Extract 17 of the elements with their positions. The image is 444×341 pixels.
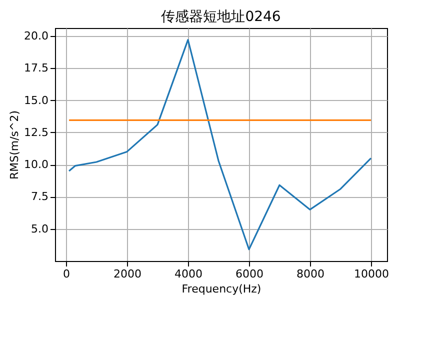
y-tick-label: 7.5 — [31, 190, 48, 204]
x-tick-label: 10000 — [354, 268, 389, 280]
y-tick-label: 20.0 — [24, 29, 48, 42]
y-tick-label: 15.0 — [24, 94, 48, 107]
line-series — [68, 39, 372, 250]
y-tick-label: 12.5 — [24, 126, 48, 139]
y-axis-title: RMS(m/s^2) — [8, 110, 22, 180]
chart-title: 传感器短地址0246 — [161, 9, 281, 25]
x-axis-title: Frequency(Hz) — [182, 282, 262, 296]
y-tick-label: 10.0 — [24, 158, 48, 172]
x-tick-label: 0 — [62, 268, 70, 280]
x-tick-label: 2000 — [113, 268, 142, 280]
x-tick-label: 8000 — [296, 268, 324, 280]
x-tick-label: 6000 — [235, 268, 264, 280]
x-tick-label: 4000 — [174, 268, 202, 280]
y-tick-label: 5.0 — [31, 222, 48, 236]
y-tick-label: 17.5 — [24, 62, 48, 75]
